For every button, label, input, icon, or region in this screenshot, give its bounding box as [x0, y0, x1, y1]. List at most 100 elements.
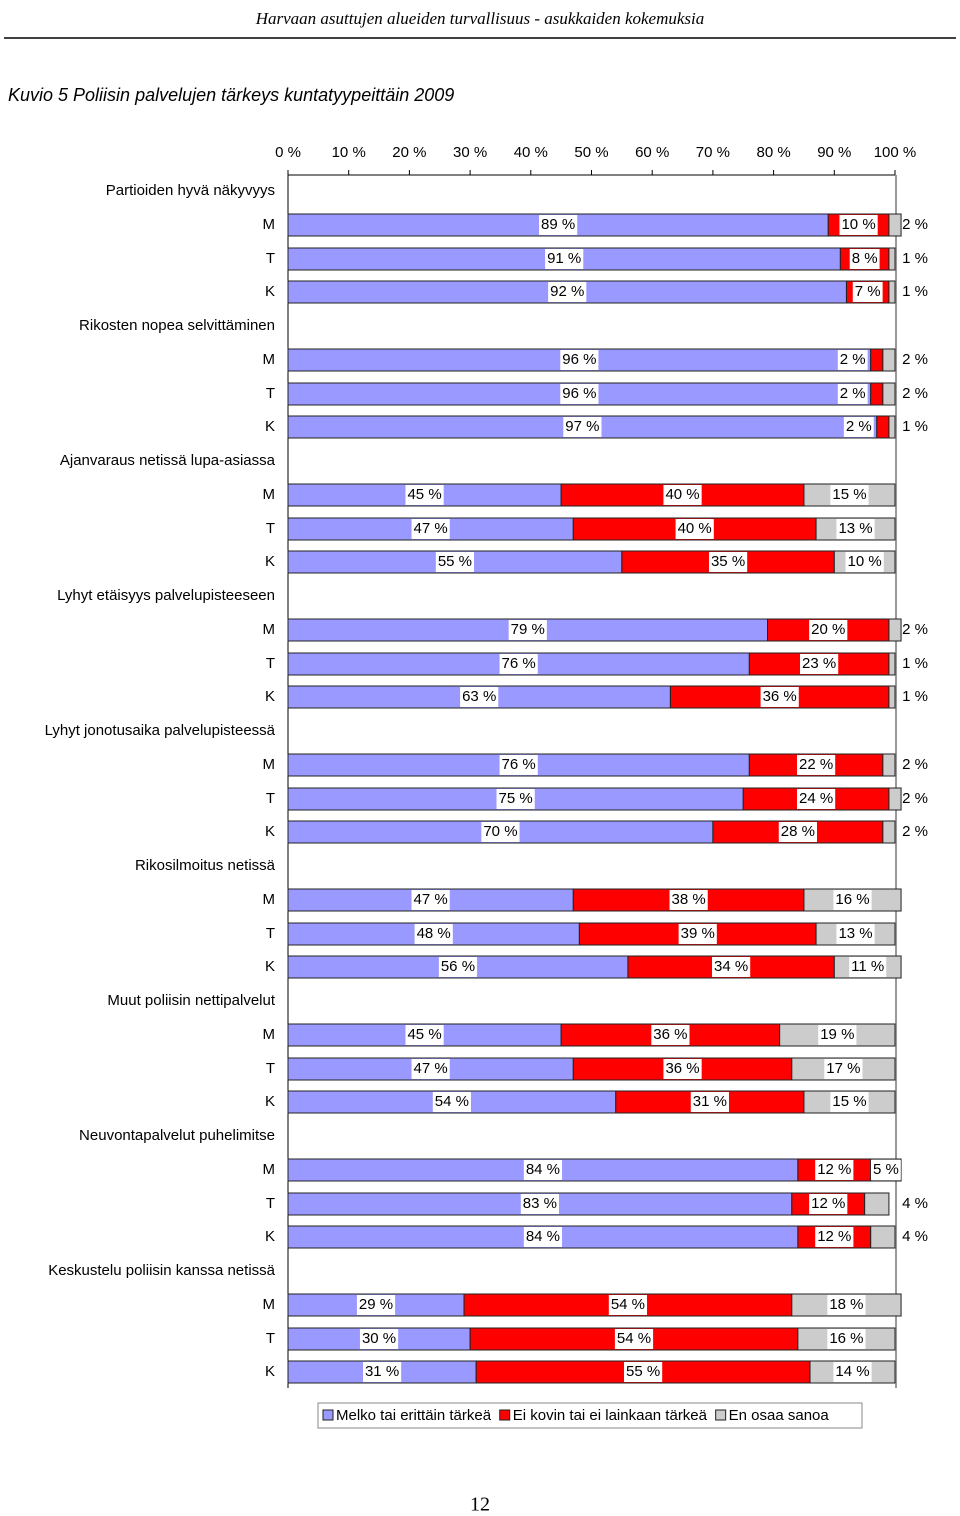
value-label-bg	[796, 789, 836, 809]
value-label: 1 %	[902, 655, 928, 672]
row-label: T	[266, 790, 275, 807]
x-tick-label: 0 %	[275, 144, 301, 161]
value-label: 79 %	[511, 621, 545, 638]
value-label-bg	[663, 1059, 702, 1079]
value-label: 18 %	[829, 1296, 863, 1313]
value-label: 1 %	[902, 688, 928, 705]
value-label: 11 %	[851, 958, 884, 975]
row-label: M	[263, 216, 276, 233]
value-label: 39 %	[681, 925, 715, 942]
value-label-bg	[845, 552, 884, 572]
value-label-bg	[405, 485, 444, 505]
value-label: 12 %	[811, 1195, 845, 1212]
row-label: T	[266, 655, 275, 672]
value-label-bg	[837, 384, 868, 404]
value-label: 2 %	[840, 351, 866, 368]
legend-swatch	[499, 1409, 511, 1421]
value-label: 38 %	[672, 891, 706, 908]
value-label: 2 %	[840, 385, 866, 402]
value-label: 47 %	[414, 520, 448, 537]
legend-label: En osaa sanoa	[729, 1407, 830, 1424]
row-label: K	[265, 1093, 275, 1110]
group-label: Rikosten nopea selvittäminen	[79, 317, 275, 334]
value-label: 2 %	[902, 621, 928, 638]
value-label: 56 %	[441, 958, 475, 975]
value-label-bg	[708, 552, 748, 572]
value-label: 55 %	[438, 553, 472, 570]
bar-segment	[888, 787, 902, 811]
value-label-bg	[414, 924, 453, 944]
x-tick-label: 10 %	[332, 144, 366, 161]
value-label: 55 %	[626, 1363, 660, 1380]
value-label: 2 %	[902, 385, 928, 402]
value-label: 16 %	[829, 1330, 863, 1347]
value-label-bg	[800, 654, 839, 674]
value-label: 45 %	[407, 1026, 441, 1043]
value-label-bg	[545, 249, 584, 269]
value-label: 54 %	[435, 1093, 469, 1110]
value-label-bg	[405, 1025, 444, 1045]
value-label: 16 %	[835, 891, 869, 908]
value-label: 2 %	[902, 216, 928, 233]
value-label-bg	[712, 957, 751, 977]
value-label-bg	[563, 417, 602, 437]
value-label: 54 %	[611, 1296, 645, 1313]
bar-segment	[870, 348, 884, 372]
value-label-bg	[852, 282, 883, 302]
value-label-bg	[520, 1194, 560, 1214]
legend-swatch	[322, 1409, 334, 1421]
value-label-bg	[815, 1227, 854, 1247]
value-label: 19 %	[820, 1026, 854, 1043]
value-label: 17 %	[826, 1060, 860, 1077]
value-label-bg	[432, 1092, 471, 1112]
row-label: M	[263, 756, 276, 773]
row-label: M	[263, 486, 276, 503]
group-label: Lyhyt etäisyys palvelupisteeseen	[57, 587, 275, 604]
value-label: 1 %	[902, 250, 928, 267]
group-label: Neuvontapalvelut puhelimitse	[79, 1127, 275, 1144]
bar-segment	[888, 247, 896, 271]
value-label-bg	[809, 620, 848, 640]
value-label-bg	[818, 1025, 857, 1045]
value-label: 2 %	[846, 418, 872, 435]
bar-segment	[888, 618, 902, 642]
row-label: K	[265, 1228, 275, 1245]
value-label-bg	[438, 957, 478, 977]
value-label-bg	[411, 1059, 450, 1079]
value-label: 63 %	[462, 688, 496, 705]
value-label: 12 %	[817, 1228, 851, 1245]
group-label: Ajanvaraus netissä lupa-asiassa	[60, 452, 276, 469]
value-label: 2 %	[902, 823, 928, 840]
value-label: 47 %	[414, 891, 448, 908]
value-label-bg	[608, 1295, 648, 1315]
value-label: 89 %	[541, 216, 575, 233]
row-label: K	[265, 688, 275, 705]
value-label: 2 %	[902, 351, 928, 368]
value-label: 4 %	[902, 1228, 928, 1245]
value-label: 12 %	[817, 1161, 851, 1178]
value-label-bg	[499, 755, 538, 775]
value-label: 40 %	[678, 520, 712, 537]
value-label-bg	[849, 249, 880, 269]
row-label: K	[265, 418, 275, 435]
x-tick-label: 50 %	[574, 144, 608, 161]
row-label: M	[263, 1026, 276, 1043]
bar-segment	[882, 348, 896, 372]
value-label-bg	[411, 890, 450, 910]
row-label: M	[263, 351, 276, 368]
x-tick-label: 60 %	[635, 144, 669, 161]
value-label: 13 %	[838, 520, 872, 537]
x-tick-label: 90 %	[817, 144, 851, 161]
value-label: 1 %	[902, 418, 928, 435]
value-label: 70 %	[483, 823, 517, 840]
value-label-bg	[827, 1329, 866, 1349]
value-label-bg	[809, 1194, 848, 1214]
value-label: 10 %	[841, 216, 875, 233]
bar-segment	[888, 652, 896, 676]
value-label-bg	[481, 822, 520, 842]
bar-segment	[870, 1225, 896, 1249]
group-label: Lyhyt jonotusaika palvelupisteessä	[45, 722, 276, 739]
group-label: Rikosilmoitus netissä	[135, 857, 276, 874]
